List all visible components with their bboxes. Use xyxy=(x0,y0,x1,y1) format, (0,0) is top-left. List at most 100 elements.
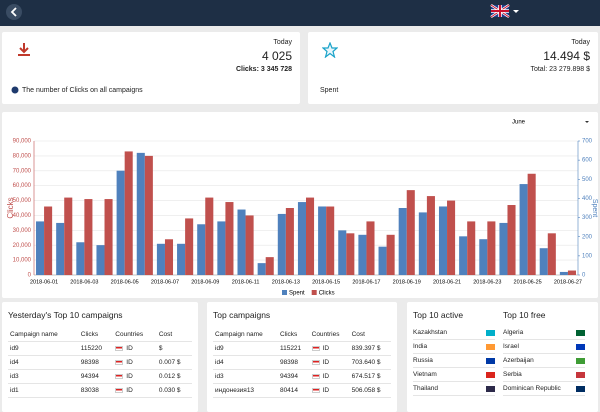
dropdown-caret xyxy=(585,121,589,123)
bar xyxy=(559,271,568,275)
column-header: Campaign name xyxy=(213,328,278,342)
legend-label: Spent xyxy=(289,291,305,297)
cell: ID xyxy=(113,383,157,398)
cell: ID xyxy=(113,341,157,356)
country-name: Vietnam xyxy=(413,371,437,378)
flag xyxy=(576,385,585,392)
cell-text: id9 xyxy=(10,345,19,352)
y-tick-label: 20,000 xyxy=(13,243,32,249)
flag xyxy=(311,359,320,365)
country-name: Russia xyxy=(413,357,433,364)
y-tick-label: 40,000 xyxy=(13,213,32,219)
country-row: Kazakhstan xyxy=(413,326,495,340)
country-column: Top 10 active Kazakhstan India Russia Vietna… xyxy=(413,310,495,396)
bar xyxy=(378,246,387,275)
y-axis-label: Clicks xyxy=(6,197,15,218)
flag xyxy=(311,373,320,379)
column-title: Top 10 free xyxy=(503,310,546,320)
bar xyxy=(285,208,294,275)
bar xyxy=(96,245,105,275)
x-tick-label: 2018-06-09 xyxy=(191,279,219,285)
bar xyxy=(326,206,335,275)
flag xyxy=(486,357,495,364)
x-tick-label: 2018-06-21 xyxy=(433,279,461,285)
flag xyxy=(576,329,585,336)
cell: id3 xyxy=(213,369,278,384)
value: 4 025 xyxy=(261,49,292,63)
y-tick-label: 60,000 xyxy=(13,183,32,189)
bar xyxy=(338,230,347,275)
info-icon xyxy=(11,86,19,94)
bar xyxy=(124,151,133,275)
country-name: Serbia xyxy=(503,371,522,378)
bar xyxy=(398,208,407,275)
dropdown-caret xyxy=(513,10,519,13)
header-row: Campaign name Clicks Countries Cost xyxy=(213,328,391,342)
bar xyxy=(499,222,508,275)
column-header: Countries xyxy=(113,328,157,342)
bar xyxy=(265,257,274,275)
top-bar xyxy=(0,0,600,26)
cell-text: 674.517 $ xyxy=(351,373,381,380)
flag xyxy=(115,359,124,365)
period: Today xyxy=(273,39,292,46)
y2-tick-label: 400 xyxy=(582,196,593,202)
x-tick-label: 2018-06-27 xyxy=(554,279,582,285)
country-row: Serbia xyxy=(503,368,585,382)
cell-text: индонезия13 xyxy=(215,387,255,394)
table-row: индонезия13 80414 ID 506.058 $ xyxy=(213,383,391,398)
y2-tick-label: 0 xyxy=(582,273,586,279)
country-row: Thailand xyxy=(413,382,495,396)
bar xyxy=(438,206,448,275)
bar xyxy=(527,173,536,275)
flag xyxy=(576,343,585,350)
country-row: Russia xyxy=(413,354,495,368)
column-title: Top 10 active xyxy=(413,310,464,320)
y-tick-label: 10,000 xyxy=(13,258,32,264)
x-tick-label: 2018-06-17 xyxy=(352,279,380,285)
bar xyxy=(567,270,576,275)
bar xyxy=(459,236,468,275)
back-button[interactable] xyxy=(6,4,22,20)
table-row: id3 94394 ID 674.517 $ xyxy=(213,369,391,384)
cell-text: 115221 xyxy=(279,345,302,352)
cell-text: 94394 xyxy=(279,373,299,380)
back-arrow xyxy=(10,7,17,17)
legend-swatch xyxy=(311,290,317,295)
bar xyxy=(507,205,516,275)
cell: 115220 xyxy=(78,341,114,356)
cell-text: 115220 xyxy=(80,345,102,352)
bar xyxy=(386,234,395,275)
cell: id3 xyxy=(8,369,79,384)
month-select[interactable]: June xyxy=(512,120,526,126)
country-row: Algeria xyxy=(503,326,585,340)
cell: ID xyxy=(309,341,350,356)
flag xyxy=(115,387,124,393)
nav-icons xyxy=(6,3,519,20)
cell: ID xyxy=(309,383,350,398)
table-row: id4 98398 ID 703.640 $ xyxy=(213,355,391,370)
detail: Total: 23 279.898 $ xyxy=(530,66,590,73)
y-tick-label: 90,000 xyxy=(13,139,32,145)
cell-text: 83038 xyxy=(80,387,99,394)
country-row: Vietnam xyxy=(413,368,495,382)
cell: 115221 xyxy=(277,341,310,356)
chart: June 0 10,000 20,000 30,000 40,000 50,000 60,0… xyxy=(6,120,598,297)
column-header: Countries xyxy=(309,328,350,342)
y-tick-label: 80,000 xyxy=(13,153,32,159)
cell-text: 98398 xyxy=(80,359,99,366)
cell: 94394 xyxy=(277,369,310,384)
bar xyxy=(366,221,375,275)
countries-card: Top 10 active Kazakhstan India Russia Vietna… xyxy=(407,302,598,412)
cell: 98398 xyxy=(277,355,310,370)
cell-text: ID xyxy=(322,345,330,352)
bar xyxy=(56,222,65,275)
column-header: Clicks xyxy=(78,328,114,342)
x-tick-label: 2018-06-01 xyxy=(30,279,58,285)
y2-tick-label: 600 xyxy=(582,158,593,164)
bar xyxy=(217,221,226,275)
cell-text: ID xyxy=(126,359,133,366)
cell-text: id1 xyxy=(10,387,19,394)
language-flag[interactable] xyxy=(490,3,510,19)
